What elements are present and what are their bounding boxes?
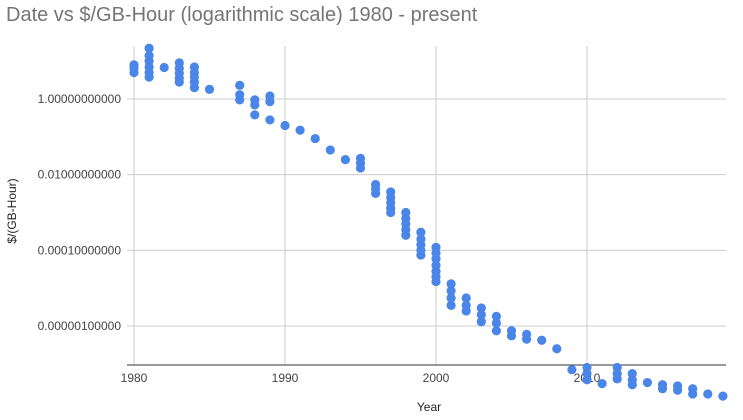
data-point [159,62,169,73]
data-point [355,163,366,173]
data-point [537,335,547,345]
data-point [703,389,713,399]
data-point [340,155,350,165]
data-point [446,300,456,311]
data-point [431,276,441,287]
data-point [642,377,653,388]
data-point [446,279,456,289]
data-point [567,365,577,375]
chart-title: Date vs $/GB-Hour (logarithmic scale) 19… [6,4,478,26]
data-point [718,391,728,401]
y-axis-title: $/(GB-Hour) [5,178,19,243]
data-point [235,95,245,105]
x-tick-label: 1990 [272,371,299,385]
data-point [250,110,260,120]
data-point [416,227,426,237]
x-tick-labels: 1980199020002010 [121,371,601,385]
data-point [401,230,411,240]
data-point [280,120,290,131]
data-point [476,303,486,313]
data-point [522,334,532,344]
data-point [491,318,501,328]
data-point [386,207,396,218]
data-points [129,43,728,401]
data-point [627,380,637,390]
data-point [446,293,456,303]
data-point [612,374,622,384]
data-point [552,344,562,354]
y-tick-label: 0.01000000000 [38,168,122,182]
data-point [129,67,139,78]
data-point [476,317,486,327]
data-point [431,254,441,264]
data-point [491,326,501,336]
data-point [265,115,275,125]
y-tick-labels: 1.00000000000 0.01000000000 0.00010000000 0… [38,92,122,333]
data-point [250,100,260,110]
x-axis-title: Year [417,400,441,414]
x-tick-label: 1980 [121,371,148,385]
data-point [310,133,320,144]
data-point [295,125,305,135]
data-point [189,83,199,93]
data-point [582,375,592,385]
data-point [673,385,683,395]
data-point [325,145,335,155]
y-tick-label: 0.00000100000 [38,319,122,333]
data-point [461,293,471,303]
data-point [144,72,154,82]
y-tick-label: 0.00010000000 [38,243,122,257]
data-point [265,97,275,107]
data-point [597,379,607,389]
data-point [688,389,698,399]
data-point [174,77,184,87]
data-point [204,84,215,94]
data-point [476,310,486,320]
data-point [491,311,501,321]
y-tick-label: 1.00000000000 [38,92,122,106]
grid-lines [127,46,726,365]
data-point [416,250,426,260]
x-tick-label: 2000 [423,371,450,385]
data-point [371,188,381,198]
data-point [657,384,668,394]
data-point [235,80,245,90]
data-point [144,43,154,53]
data-point [446,286,456,296]
data-point [506,331,517,341]
data-point [461,306,471,316]
